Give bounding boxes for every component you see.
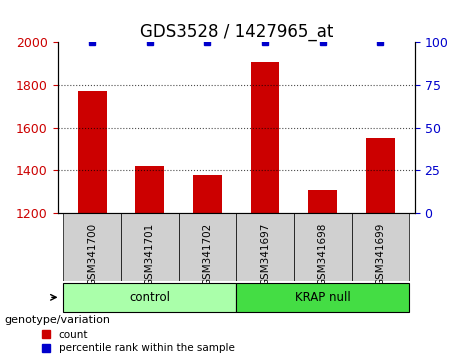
Text: GSM341697: GSM341697 [260, 223, 270, 286]
Title: GDS3528 / 1427965_at: GDS3528 / 1427965_at [140, 23, 333, 41]
Text: GSM341699: GSM341699 [375, 223, 385, 286]
Bar [78, 91, 106, 213]
Text: control: control [130, 291, 170, 304]
Text: GSM341702: GSM341702 [202, 223, 213, 286]
Text: genotype/variation: genotype/variation [5, 315, 111, 325]
FancyBboxPatch shape [179, 213, 236, 281]
Bar [251, 62, 279, 213]
Bar [308, 190, 337, 213]
FancyBboxPatch shape [236, 283, 409, 312]
FancyBboxPatch shape [64, 213, 121, 281]
Bar [366, 138, 395, 213]
FancyBboxPatch shape [294, 213, 351, 281]
Legend: count, percentile rank within the sample: count, percentile rank within the sample [42, 330, 235, 353]
FancyBboxPatch shape [351, 213, 409, 281]
FancyBboxPatch shape [64, 283, 236, 312]
FancyBboxPatch shape [121, 213, 179, 281]
FancyBboxPatch shape [236, 213, 294, 281]
Bar [136, 166, 164, 213]
Text: KRAP null: KRAP null [295, 291, 350, 304]
Text: GSM341701: GSM341701 [145, 223, 155, 286]
Text: GSM341698: GSM341698 [318, 223, 328, 286]
Bar [193, 175, 222, 213]
Text: GSM341700: GSM341700 [87, 223, 97, 286]
